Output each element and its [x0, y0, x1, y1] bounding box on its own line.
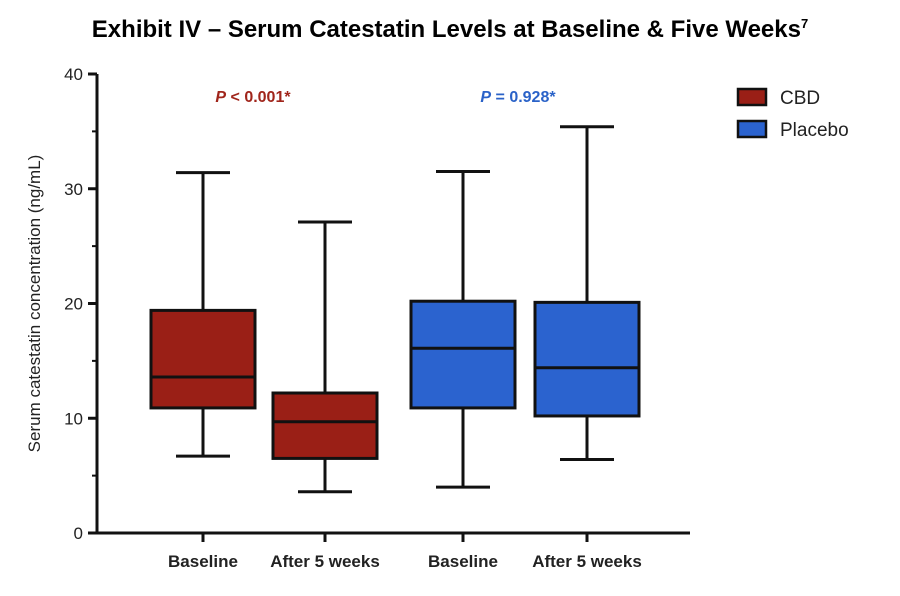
y-axis-title: Serum catestatin concentration (ng/mL) — [25, 155, 44, 453]
legend-label-placebo: Placebo — [780, 120, 849, 141]
p-value-text: < 0.001* — [226, 89, 291, 106]
iqr-box — [271, 391, 379, 460]
p-value-text: = 0.928* — [491, 89, 556, 106]
chart-title-text: Exhibit IV – Serum Catestatin Levels at … — [91, 16, 801, 43]
x-category-label: After 5 weeks — [532, 552, 642, 571]
box-cbd-after-5-weeks — [271, 220, 379, 494]
axes: 0 10 20 30 40 Serum catestatin concentration … — [25, 65, 690, 571]
p-symbol: P — [480, 89, 491, 106]
legend: CBD Placebo — [736, 87, 849, 141]
box-placebo-after-5-weeks — [533, 125, 641, 462]
y-tick-label: 20 — [64, 295, 83, 314]
x-category-label: Baseline — [428, 552, 498, 571]
p-symbol: P — [215, 89, 226, 106]
box-placebo-baseline — [409, 170, 517, 489]
box-cbd-baseline — [149, 171, 257, 458]
y-tick-label: 0 — [74, 524, 83, 543]
y-tick-label: 30 — [64, 180, 83, 199]
iqr-box — [533, 300, 641, 418]
legend-swatch-cbd — [736, 87, 768, 107]
chart-title-superscript: 7 — [800, 16, 809, 31]
y-tick-label: 10 — [64, 409, 83, 428]
chart-title: Exhibit IV – Serum Catestatin Levels at … — [0, 16, 900, 44]
legend-label-cbd: CBD — [780, 88, 820, 109]
annotations: P < 0.001* P = 0.928* — [215, 89, 556, 106]
iqr-box — [409, 299, 517, 410]
p-value-placebo: P = 0.928* — [480, 89, 556, 106]
boxes — [149, 125, 641, 494]
legend-swatch-placebo — [736, 119, 768, 139]
iqr-box — [149, 308, 257, 410]
x-category-label: Baseline — [168, 552, 238, 571]
x-category-label: After 5 weeks — [270, 552, 380, 571]
p-value-cbd: P < 0.001* — [215, 89, 291, 106]
y-tick-label: 40 — [64, 65, 83, 84]
